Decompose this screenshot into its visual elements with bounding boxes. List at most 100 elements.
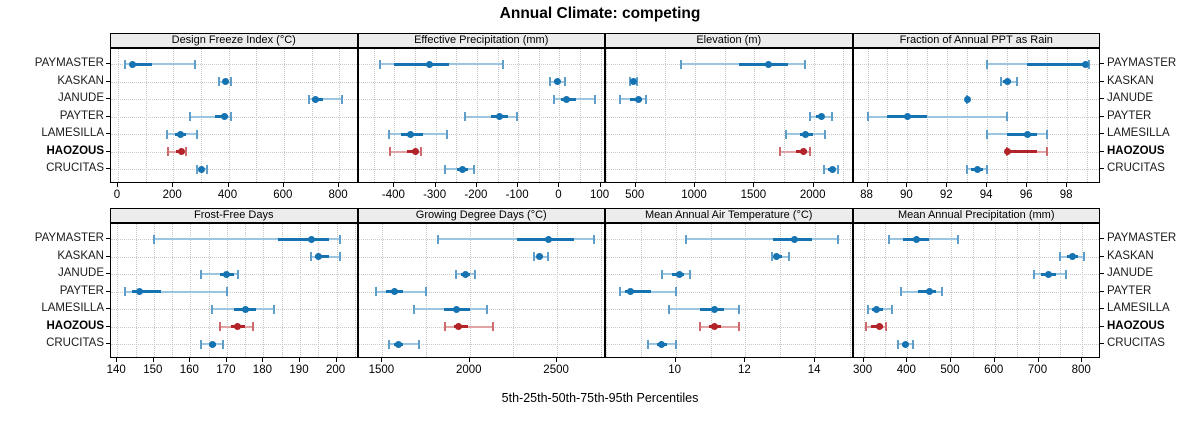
whisker-cap-low (218, 322, 221, 331)
row-tick-right (1100, 150, 1104, 152)
gridline-horizontal (606, 151, 852, 153)
whisker-cap-high (473, 164, 476, 174)
x-tick (866, 183, 868, 187)
whisker-cap-high (419, 147, 422, 156)
gridline-vertical (1047, 49, 1049, 182)
row-tick-right (1100, 308, 1104, 309)
gridline-vertical (518, 49, 520, 182)
whisker-cap-high (636, 77, 638, 86)
gridline-vertical (710, 224, 712, 357)
station-label-left: KASKAN (57, 74, 104, 87)
whisker-cap-high (737, 322, 740, 331)
median-dot (1023, 130, 1031, 138)
gridline-vertical (256, 49, 258, 182)
station-label-right: JANUDE (1107, 267, 1154, 279)
row-tick-right (1100, 343, 1104, 344)
station-label-left: PAYTER (59, 109, 104, 122)
x-tick-label: 500 (625, 189, 645, 201)
station-label-left: KASKAN (57, 249, 104, 262)
station-label-left: PAYTER (59, 284, 104, 297)
row-tick-left (106, 63, 110, 64)
median-dot (828, 165, 836, 173)
whisker-cap-low (437, 234, 440, 244)
panel-plot (357, 223, 605, 358)
whisker-cap-high (1083, 252, 1086, 261)
x-tick-label: -300 (423, 189, 447, 201)
whisker-cap-low (217, 77, 220, 86)
iqr-bar (131, 290, 161, 293)
x-tick (599, 183, 601, 187)
gridline-vertical (145, 49, 147, 182)
x-tick-label: 12 (737, 364, 751, 376)
x-tick-label: 100 (590, 189, 610, 201)
x-tick (946, 183, 948, 187)
gridline-vertical (300, 224, 301, 357)
median-dot (241, 305, 249, 313)
whisker-cap-low (387, 339, 390, 349)
gridline-vertical (415, 49, 416, 182)
median-dot (391, 288, 399, 295)
median-dot (135, 288, 143, 295)
gridline-horizontal (358, 81, 605, 83)
row-tick-right (1100, 238, 1104, 239)
gridline-vertical (1038, 224, 1040, 357)
whisker-cap-high (564, 77, 567, 86)
gridline-horizontal (606, 274, 852, 275)
panel-strip-title: Effective Precipitation (mm) (414, 34, 549, 46)
row-tick-right (1100, 325, 1104, 327)
x-tick-label: 94 (979, 189, 993, 201)
median-dot (234, 323, 242, 330)
whisker-cap-low (986, 129, 989, 139)
whisker-cap-high (546, 252, 549, 261)
gridline-vertical (263, 224, 265, 357)
median-dot (221, 113, 229, 120)
median-dot (876, 323, 884, 330)
gridline-vertical (281, 224, 283, 357)
whisker-cap-high (230, 77, 233, 86)
x-tick-label: 90 (899, 189, 913, 201)
gridline-horizontal (853, 239, 1100, 240)
panel-plot (110, 223, 358, 358)
gridline-horizontal (853, 151, 1100, 153)
x-tick-label: 14 (807, 364, 821, 376)
median-dot (314, 253, 322, 260)
median-dot (1081, 60, 1089, 68)
whisker-range (388, 343, 420, 345)
gridline-vertical (843, 49, 845, 182)
whisker-cap-low (310, 252, 312, 261)
median-dot (553, 78, 561, 85)
gridline-vertical (754, 49, 756, 182)
gridline-horizontal (606, 256, 852, 258)
median-dot (176, 130, 184, 138)
gridline-vertical (665, 49, 667, 182)
gridline-horizontal (111, 81, 357, 83)
x-tick-label: 600 (984, 364, 1004, 376)
gridline-horizontal (853, 344, 1100, 345)
gridline-horizontal (358, 169, 605, 170)
whisker-cap-low (378, 59, 381, 69)
whisker-cap-low (412, 304, 415, 314)
whisker-cap-low (307, 94, 310, 104)
iqr-bar (130, 62, 153, 66)
median-dot (1044, 270, 1052, 278)
gridline-vertical (557, 224, 559, 357)
whisker-cap-high (891, 304, 893, 314)
x-tick-label: 2000 (456, 364, 482, 376)
median-dot (128, 60, 136, 68)
panel-strip-title: Fraction of Annual PPT as Rain (899, 34, 1053, 46)
gridline-vertical (336, 224, 338, 357)
whisker-range (779, 150, 811, 153)
x-tick (1026, 183, 1028, 187)
gridline-horizontal (853, 256, 1100, 258)
gridline-horizontal (358, 134, 605, 135)
gridline-horizontal (606, 81, 852, 83)
x-tick (906, 183, 908, 187)
x-tick (116, 358, 118, 362)
x-tick (744, 358, 746, 362)
x-tick-label: 400 (217, 189, 238, 201)
gridline-horizontal (606, 134, 852, 135)
gridline-vertical (606, 49, 607, 182)
whisker-range (124, 63, 196, 65)
median-dot (208, 340, 216, 348)
